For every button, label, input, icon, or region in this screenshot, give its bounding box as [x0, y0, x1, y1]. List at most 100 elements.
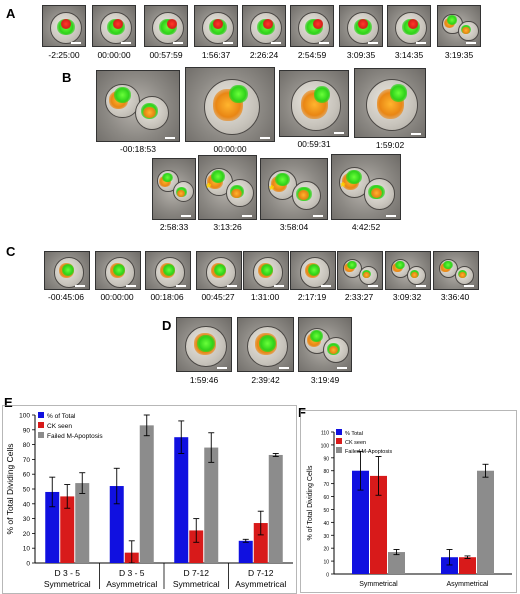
bar — [388, 552, 405, 574]
panel-d-frame — [176, 317, 232, 372]
legend-label: CK seen — [345, 440, 366, 446]
panel-a-timestamp: 00:00:00 — [97, 50, 131, 60]
bar — [204, 447, 219, 563]
panel-label-a: A — [6, 6, 16, 21]
y-tick-label: 0 — [326, 573, 329, 579]
bar — [109, 486, 124, 563]
panel-c-frame — [243, 251, 289, 290]
legend-swatch — [38, 422, 44, 428]
panel-a-timestamp: 1:56:37 — [201, 50, 231, 60]
panel-b-frame — [96, 70, 180, 142]
panel-d-timestamp: 3:19:49 — [310, 375, 340, 385]
panel-a-frame — [92, 5, 136, 47]
y-tick-label: 80 — [23, 442, 31, 449]
y-tick-label: 110 — [321, 431, 329, 437]
panel-a-timestamp: 2:54:59 — [297, 50, 327, 60]
panel-b-timestamp: 3:13:26 — [213, 222, 242, 232]
legend-label: Failed M-Apoptosis — [345, 449, 392, 455]
y-tick-label: 50 — [23, 487, 31, 494]
panel-c-timestamp: 3:09:32 — [392, 292, 422, 302]
legend-label: Failed M-Apoptosis — [47, 433, 103, 440]
panel-a-frame — [437, 5, 481, 47]
y-tick-label: 80 — [323, 469, 329, 475]
bar — [189, 530, 204, 563]
bar — [370, 475, 387, 574]
panel-c-timestamp: 00:45:27 — [201, 292, 235, 302]
y-tick-label: 30 — [23, 516, 31, 523]
panel-c-timestamp: -00:45:06 — [48, 292, 84, 302]
bar — [253, 523, 268, 563]
panel-label-d: D — [162, 318, 172, 333]
panel-c-frame — [385, 251, 431, 290]
legend-swatch — [336, 447, 342, 453]
x-category-label: D 3 - 5 — [54, 568, 80, 578]
asterisk-marker: * — [206, 179, 212, 195]
y-tick-label: 90 — [23, 427, 31, 434]
panel-c-frame — [290, 251, 336, 290]
panel-a-frame — [42, 5, 86, 47]
panel-a-timestamp: -2:25:00 — [48, 50, 80, 60]
x-category-label: D 7-12 — [248, 568, 274, 578]
panel-b-timestamp: 2:58:33 — [159, 222, 189, 232]
y-tick-label: 40 — [323, 521, 329, 527]
panel-c-timestamp: 2:33:27 — [344, 292, 374, 302]
panel-b-frame — [354, 68, 426, 138]
panel-c-frame — [44, 251, 90, 290]
bar — [459, 557, 476, 574]
panel-a-frame — [339, 5, 383, 47]
y-tick-label: 70 — [23, 457, 31, 464]
chart-e: 0 10 20 30 40 50 60 70 80 90 100 % of Total Dividin… — [2, 405, 297, 594]
legend-label: % of Total — [47, 413, 76, 420]
panel-a-timestamp: 2:26:24 — [249, 50, 279, 60]
bar — [174, 437, 189, 563]
panel-a-timestamp: 3:19:35 — [444, 50, 474, 60]
panel-b-timestamp: 00:59:31 — [297, 139, 331, 149]
y-tick-label: 20 — [23, 531, 31, 538]
x-category-label: Symmetrical — [359, 581, 398, 588]
panel-c-frame — [95, 251, 141, 290]
panel-d-frame — [298, 317, 352, 372]
bar — [60, 496, 75, 563]
panel-a-frame — [194, 5, 238, 47]
panel-a-frame — [144, 5, 188, 47]
panel-b-frame — [279, 70, 349, 137]
panel-a-frame — [290, 5, 334, 47]
panel-b-frame: * — [331, 154, 401, 220]
y-tick-label: 20 — [323, 547, 329, 553]
panel-label-e: E — [4, 395, 13, 410]
bar — [45, 491, 60, 563]
panel-a-frame — [242, 5, 286, 47]
legend-label: CK seen — [47, 423, 72, 430]
panel-label-c: C — [6, 244, 16, 259]
panel-b-timestamp: 1:59:02 — [375, 140, 405, 150]
bar — [268, 454, 283, 563]
asterisk-marker: * — [340, 179, 346, 195]
panel-c-timestamp: 00:18:06 — [150, 292, 184, 302]
panel-b-timestamp: 00:00:00 — [213, 144, 247, 154]
legend-swatch — [336, 429, 342, 435]
panel-b-timestamp: -00:18:53 — [120, 144, 156, 154]
legend-swatch — [336, 438, 342, 444]
x-category-label: D 7-12 — [183, 568, 209, 578]
panel-c-frame — [145, 251, 191, 290]
y-tick-label: 100 — [321, 443, 330, 449]
y-tick-label: 100 — [19, 413, 30, 420]
panel-label-b: B — [62, 70, 72, 85]
bar — [238, 540, 253, 563]
y-tick-label: 10 — [23, 546, 31, 553]
panel-c-frame — [433, 251, 479, 290]
legend-swatch — [38, 412, 44, 418]
y-tick-label: 40 — [23, 501, 31, 508]
y-tick-label: 30 — [323, 534, 329, 540]
legend-label: % Total — [345, 431, 363, 437]
panel-b-frame — [152, 158, 196, 220]
y-tick-label: 70 — [323, 482, 329, 488]
panel-b-timestamp: 4:42:52 — [351, 222, 381, 232]
panel-c-frame — [196, 251, 242, 290]
panel-a-timestamp: 00:57:59 — [149, 50, 183, 60]
panel-d-timestamp: 2:39:42 — [251, 375, 280, 385]
x-category-label: Symmetrical — [44, 579, 91, 589]
chart-frame — [300, 410, 517, 593]
x-category-label: Asymmetrical — [235, 579, 286, 589]
asterisk-marker: * — [269, 181, 275, 197]
